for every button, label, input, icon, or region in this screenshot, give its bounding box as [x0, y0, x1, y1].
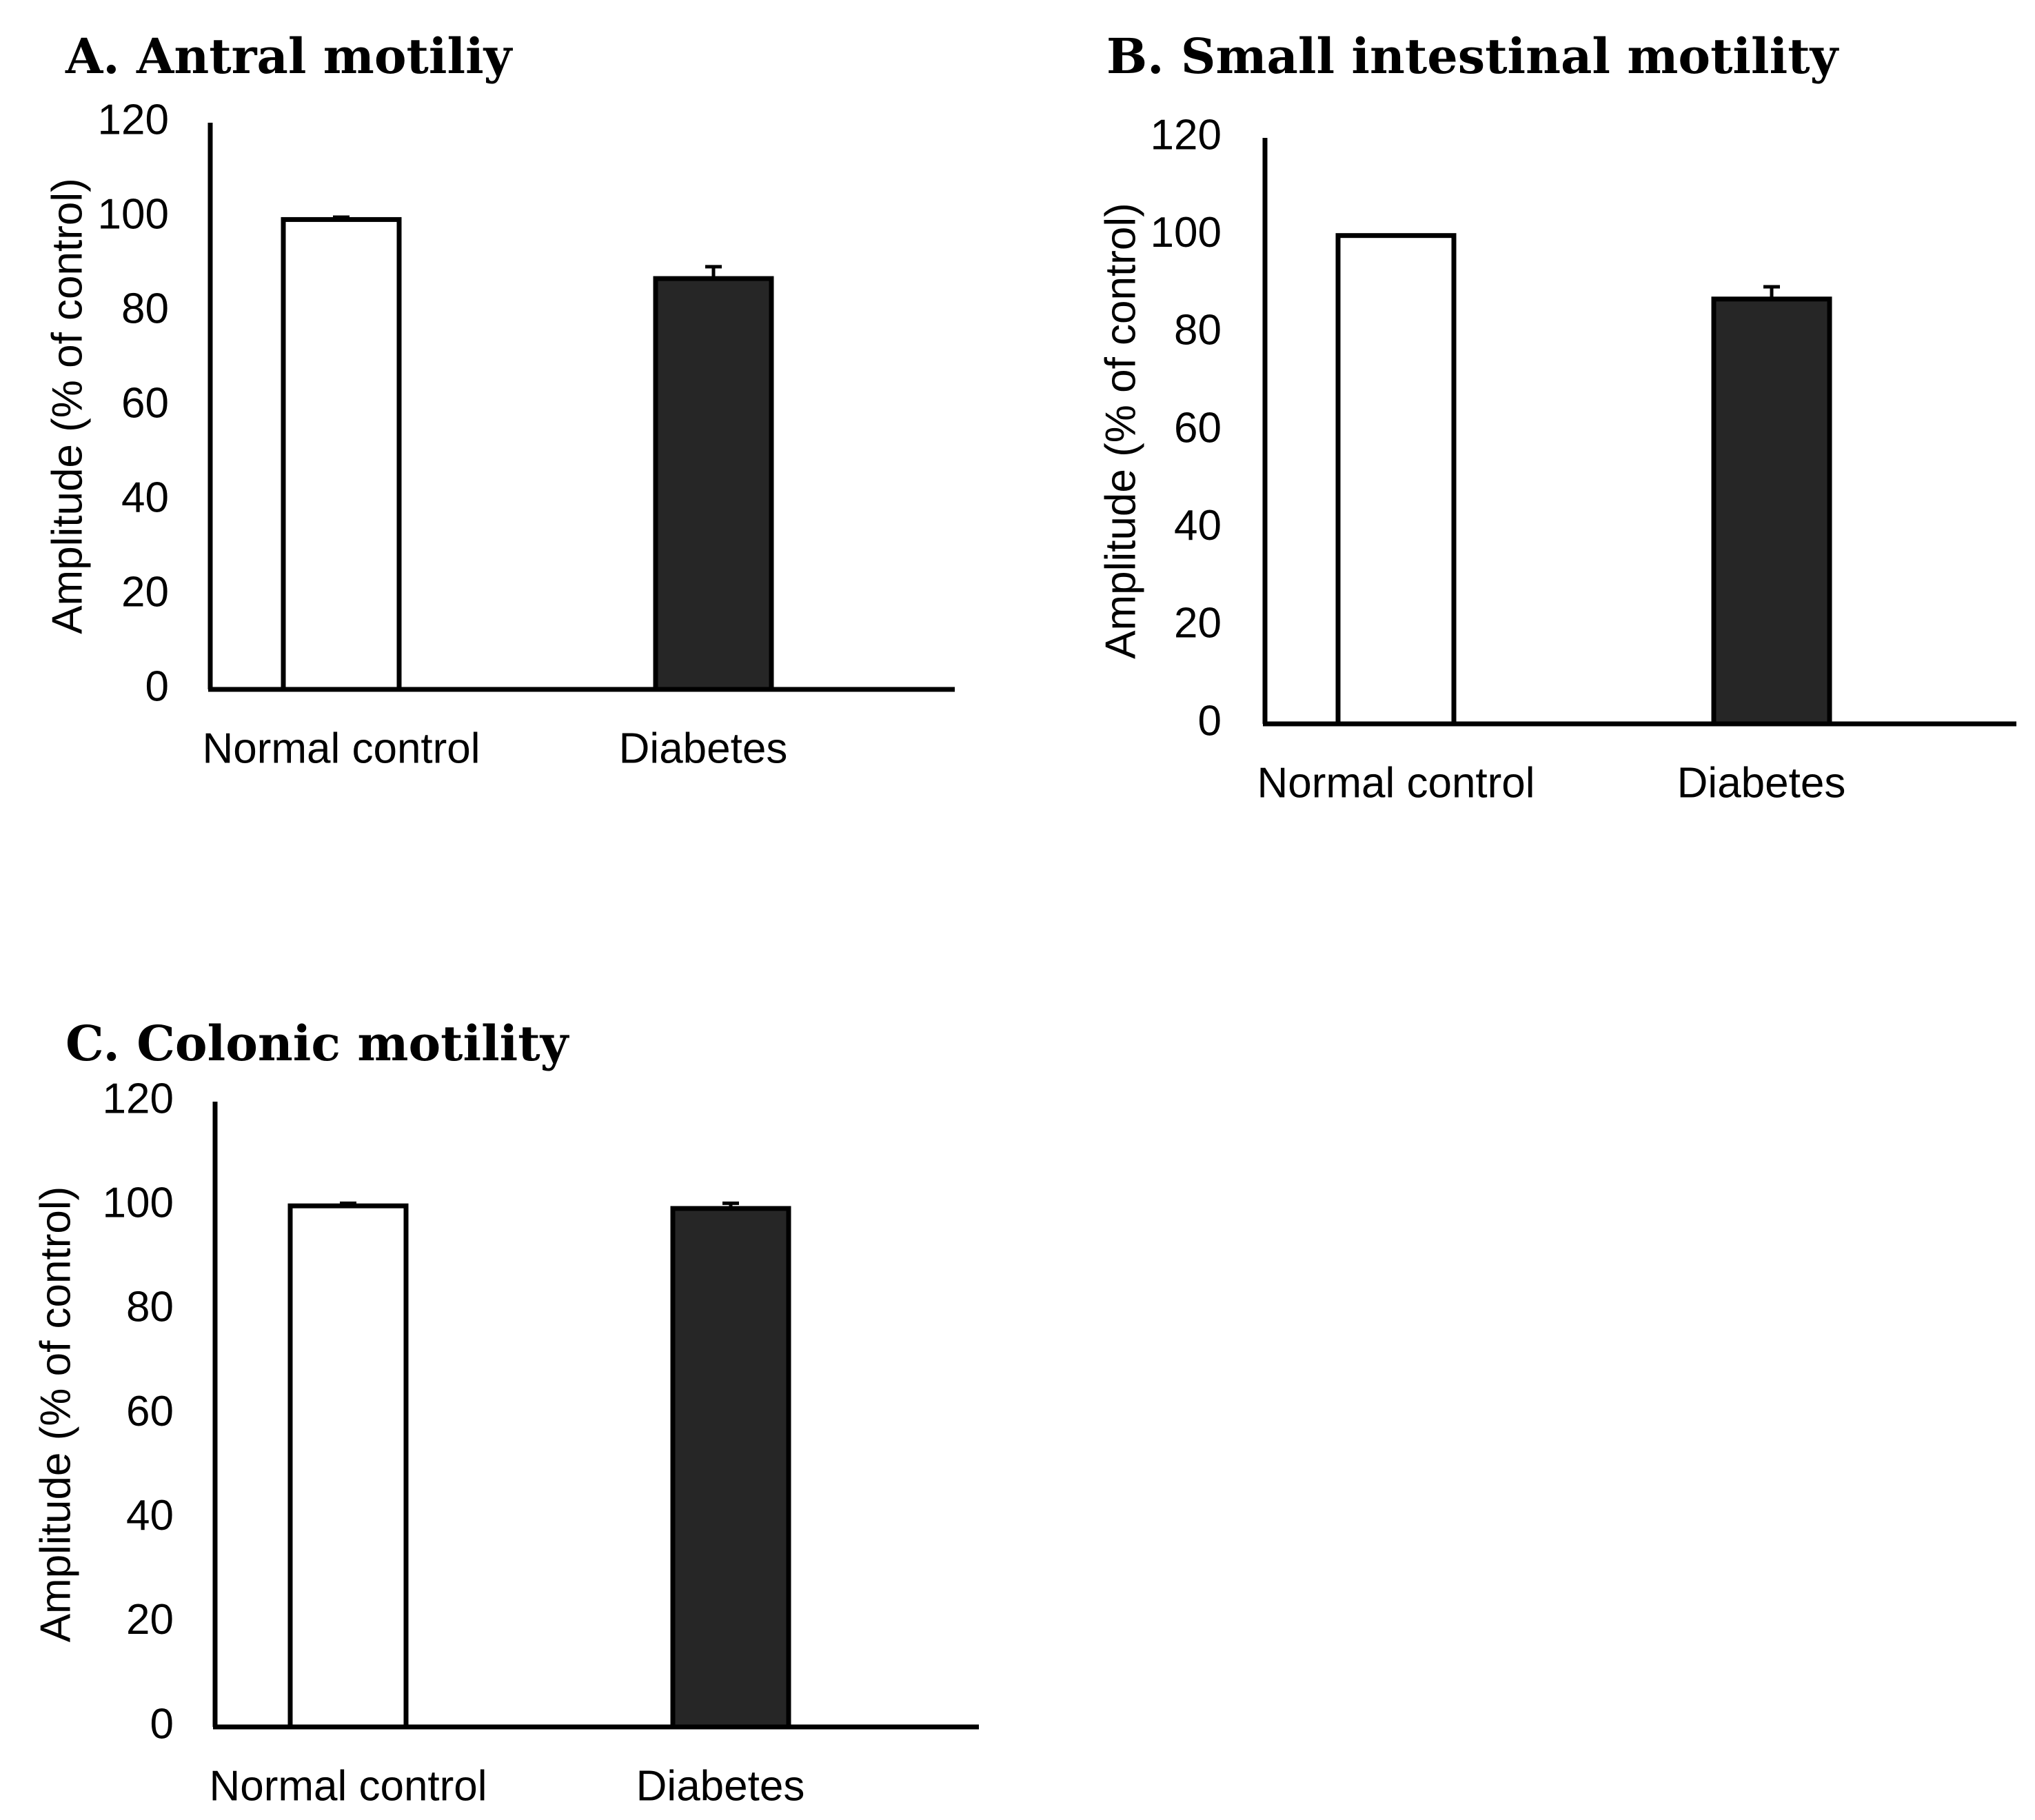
y-tick-label: 0	[145, 663, 169, 710]
y-tick-label: 120	[1151, 111, 1222, 159]
y-tick-label: 100	[103, 1180, 174, 1227]
y-tick-label: 0	[150, 1700, 174, 1748]
chart-panel-2: B. Small intestinal motility 0 20 40 60 80 100…	[1097, 28, 2016, 807]
y-tick-label: 80	[121, 285, 169, 332]
bar-normal-control	[281, 216, 402, 692]
chart-panel-1: A. Antral motiliy 0 20 40 60 80 100 120Amplitud…	[43, 28, 955, 772]
panel-title: B. Small intestinal motility	[1106, 28, 1840, 85]
y-tick-label: 40	[121, 474, 169, 521]
y-tick-label: 20	[126, 1596, 174, 1644]
y-tick-label: 20	[1174, 600, 1222, 647]
y-tick-label: 120	[103, 1075, 174, 1122]
bar-diabetes	[670, 1206, 791, 1730]
bar-normal-control	[1335, 233, 1457, 727]
chart-panel-3: C. Colonic motility 0 20 40 60 80 100 120 Amplit…	[32, 1015, 979, 1810]
bar-diabetes	[653, 276, 774, 692]
x-category-label: Diabetes	[636, 1762, 805, 1810]
y-tick-label: 120	[98, 96, 169, 143]
y-axis-title: Amplitude (% of control)	[32, 1186, 79, 1643]
x-category-label: Diabetes	[1677, 759, 1846, 807]
y-tick-label: 40	[126, 1492, 174, 1539]
y-tick-label: 60	[121, 379, 169, 427]
y-tick-label: 80	[1174, 307, 1222, 354]
y-tick-label: 60	[126, 1388, 174, 1435]
x-category-label: Normal control	[1257, 759, 1535, 807]
x-category-label: Normal control	[209, 1762, 487, 1810]
bar-normal-control	[287, 1203, 409, 1730]
y-tick-label: 80	[126, 1284, 174, 1331]
bar-diabetes	[1711, 296, 1832, 727]
x-category-label: Diabetes	[619, 725, 788, 772]
y-tick-label: 100	[1151, 209, 1222, 256]
y-tick-label: 20	[121, 568, 169, 616]
y-tick-label: 0	[1198, 697, 1222, 745]
panel-title: A. Antral motiliy	[65, 28, 514, 85]
y-axis-title: Amplitude (% of control)	[43, 178, 91, 634]
y-tick-label: 100	[98, 190, 169, 238]
x-category-label: Normal control	[202, 725, 480, 772]
y-tick-label: 60	[1174, 404, 1222, 452]
y-tick-label: 40	[1174, 502, 1222, 549]
y-axis-title: Amplitude (% of control)	[1097, 203, 1144, 659]
panel-title: C. Colonic motility	[65, 1015, 570, 1072]
